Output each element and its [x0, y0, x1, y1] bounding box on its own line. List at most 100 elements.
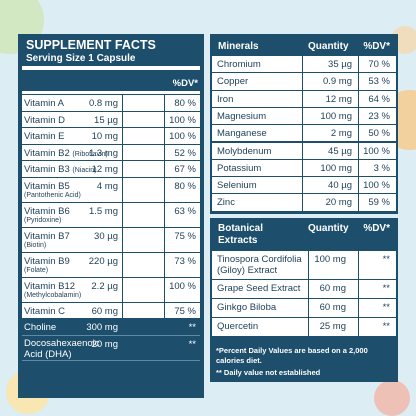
quantity-header: Quantity	[308, 223, 349, 234]
column-divider	[122, 202, 123, 227]
column-divider	[358, 107, 359, 125]
column-divider	[164, 111, 165, 127]
dv-header: %DV*	[363, 223, 390, 234]
column-divider	[164, 161, 165, 177]
amount: 12 mg	[325, 93, 352, 105]
nutrient-note: (Methylcobalamin)	[24, 291, 82, 299]
serving-size: Serving Size 1 Capsule	[26, 53, 136, 64]
nutrient-name: Vitamin B7	[24, 230, 70, 242]
amount: 60 mg	[91, 305, 118, 317]
column-divider	[302, 125, 303, 142]
percent-dv: 75 %	[174, 230, 196, 242]
nutrient-row: Vitamin E 10 mg 100 %	[22, 128, 200, 145]
amount: 25 mg	[319, 321, 346, 332]
supplement-facts-panel: SUPPLEMENT FACTS Serving Size 1 Capsule …	[18, 34, 204, 398]
percent-dv: 100 %	[169, 280, 196, 292]
percent-dv: 100 %	[169, 114, 196, 126]
column-divider	[308, 251, 309, 279]
mineral-row: Chromium 35 µg 70 %	[212, 56, 396, 74]
botanical-panel: Botanical Extracts Quantity %DV* *Percen…	[210, 218, 398, 382]
nutrient-name: Vitamin C	[24, 305, 66, 317]
column-divider	[122, 111, 123, 127]
column-divider	[358, 125, 359, 142]
nutrient-name: Vitamin B6	[24, 205, 70, 217]
column-divider	[358, 251, 359, 279]
column-divider	[302, 159, 303, 177]
nutrient-note: (Riboflavin)	[72, 150, 108, 158]
berry-decoration	[374, 380, 410, 416]
percent-dv: 52 %	[174, 147, 196, 159]
nutrient-note: (Pantothenic Acid)	[24, 191, 81, 199]
nutrient-row: Docosahexaenoic Acid (DHA) 20 mg **	[22, 335, 200, 361]
nutrient-row: Vitamin C 60 mg 75 %	[22, 302, 200, 319]
amount: 30 µg	[94, 230, 118, 242]
divider	[22, 91, 200, 94]
amount: 100 mg	[320, 162, 352, 174]
amount: 60 mg	[319, 283, 346, 294]
column-divider	[164, 252, 165, 277]
mineral-row: Magnesium 100 mg 23 %	[212, 107, 396, 126]
nutrient-name: Vitamin B12	[24, 280, 76, 292]
nutrient-name: Docosahexaenoic Acid (DHA)	[24, 337, 100, 360]
column-divider	[302, 194, 303, 211]
percent-dv: 67 %	[174, 164, 196, 175]
percent-dv: 3 %	[373, 162, 390, 174]
percent-dv: 100 %	[169, 131, 196, 142]
nutrient-note: (Pyridoxine)	[24, 216, 62, 224]
column-divider	[164, 177, 165, 202]
amount: 4 mg	[96, 180, 118, 192]
extract-name: Grape Seed Extract	[217, 283, 301, 294]
amount: 100 mg	[320, 110, 352, 122]
mineral-row: Potassium 100 mg 3 %	[212, 159, 396, 178]
mineral-name: Manganese	[217, 128, 267, 140]
percent-dv: 23 %	[368, 110, 390, 122]
mineral-row: Zinc 20 mg 59 %	[212, 194, 396, 212]
extract-row: Quercetin 25 mg **	[212, 318, 396, 337]
percent-dv: 53 %	[368, 76, 390, 88]
column-divider	[122, 277, 123, 302]
column-divider	[164, 144, 165, 160]
percent-dv: 63 %	[174, 205, 196, 217]
column-divider	[122, 95, 123, 111]
percent-dv: **	[382, 254, 390, 265]
column-divider	[358, 194, 359, 211]
amount: 45 µg	[328, 145, 352, 157]
percent-dv: 73 %	[174, 255, 196, 267]
amount: 10 mg	[91, 131, 118, 142]
amount: 1.5 mg	[88, 205, 118, 217]
amount: 220 µg	[88, 255, 118, 267]
column-divider	[164, 128, 165, 144]
section-title: Minerals	[218, 41, 259, 52]
amount: 0.8 mg	[88, 98, 118, 109]
extract-name: Quercetin	[217, 321, 259, 332]
percent-dv: 80 %	[174, 180, 196, 192]
extract-row: Tinospora Cordifolia (Giloy) Extract 100 …	[212, 251, 396, 280]
column-divider	[358, 177, 359, 194]
mineral-name: Potassium	[217, 162, 262, 174]
footnote: *Percent Daily Values are based on a 2,0…	[216, 346, 368, 365]
percent-dv: 64 %	[368, 93, 390, 105]
percent-dv: 100 %	[363, 180, 390, 192]
mineral-row: Manganese 2 mg 50 %	[212, 125, 396, 143]
dv-header: %DV*	[172, 78, 198, 89]
column-divider	[302, 73, 303, 90]
column-divider	[358, 159, 359, 177]
column-divider	[358, 318, 359, 336]
section-title: Botanical Extracts	[218, 223, 264, 246]
amount: 15 µg	[94, 114, 118, 126]
mineral-row: Iron 12 mg 64 %	[212, 90, 396, 108]
percent-dv: **	[382, 302, 390, 313]
column-divider	[308, 318, 309, 336]
column-divider	[164, 227, 165, 252]
amount: 12 mg	[91, 164, 118, 175]
column-divider	[358, 90, 359, 107]
amount: 20 mg	[91, 338, 118, 350]
amount: 100 mg	[314, 254, 346, 265]
column-divider	[358, 56, 359, 73]
nutrient-note: (Niacin)	[72, 167, 97, 174]
amount: 2 mg	[330, 128, 352, 140]
divider	[22, 66, 200, 70]
nutrient-row: Vitamin D 15 µg 100 %	[22, 111, 200, 128]
mineral-row: Copper 0.9 mg 53 %	[212, 73, 396, 91]
extract-name: Tinospora Cordifolia (Giloy) Extract	[217, 254, 302, 276]
